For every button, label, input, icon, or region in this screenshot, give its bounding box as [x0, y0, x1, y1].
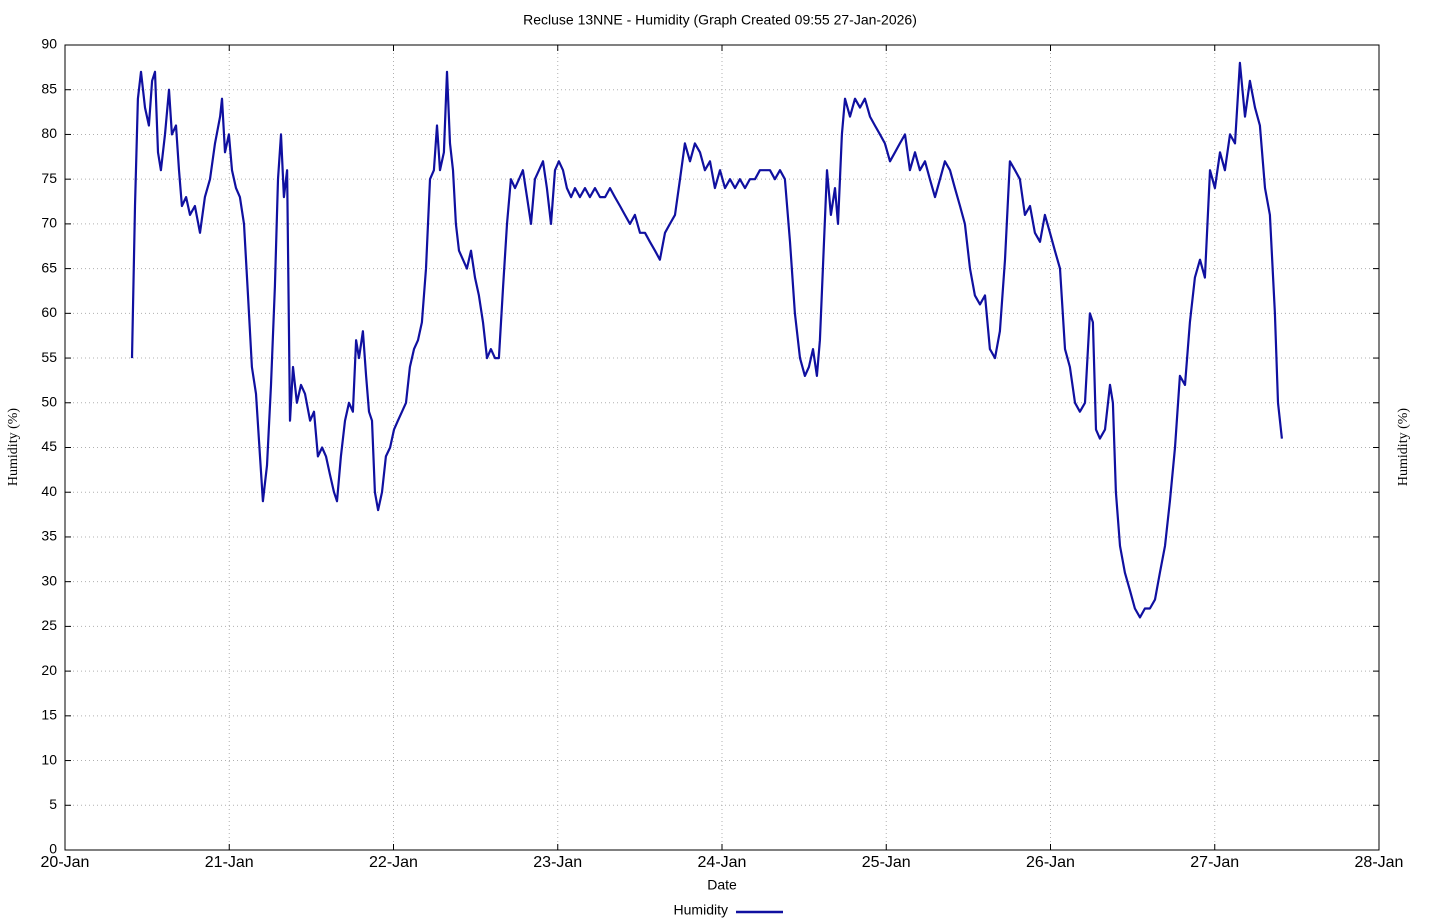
- y-tick-label: 5: [49, 796, 57, 812]
- y-tick-label: 65: [41, 259, 57, 275]
- y-tick-label: 85: [41, 80, 57, 96]
- data-line: [130, 61, 1283, 619]
- x-tick-label: 23-Jan: [533, 854, 582, 871]
- y-tick-label: 50: [41, 393, 57, 409]
- y-tick-label: 60: [41, 304, 57, 320]
- x-tick-label: 21-Jan: [205, 854, 254, 871]
- x-tick-label: 24-Jan: [698, 854, 747, 871]
- plot-frame: [64, 44, 1380, 851]
- y-tick-label: 75: [41, 170, 57, 186]
- y-tick-label: 70: [41, 215, 57, 231]
- x-tick-label: 28-Jan: [1355, 854, 1404, 871]
- y-tick-label: 15: [41, 707, 57, 723]
- x-axis-label: Date: [707, 877, 737, 893]
- y-tick-label: 10: [41, 751, 57, 767]
- y-axis-label-right: Humidity (%): [1396, 408, 1411, 486]
- y-tick-label: 55: [41, 349, 57, 365]
- x-tick-label: 20-Jan: [41, 854, 90, 871]
- y-tick-label: 45: [41, 438, 57, 454]
- x-tick-label: 27-Jan: [1190, 854, 1239, 871]
- legend-label: Humidity: [674, 902, 728, 918]
- y-axis-label: Humidity (%): [6, 408, 21, 486]
- chart-title: Recluse 13NNE - Humidity (Graph Created …: [523, 12, 917, 28]
- x-tick-label: 22-Jan: [369, 854, 418, 871]
- y-tick-label: 30: [41, 572, 57, 588]
- y-tick-label: 80: [41, 125, 57, 141]
- x-tick-label: 26-Jan: [1026, 854, 1075, 871]
- y-tick-label: 25: [41, 617, 57, 633]
- y-tick-label: 40: [41, 483, 57, 499]
- y-tick-label: 20: [41, 662, 57, 678]
- x-tick-label: 25-Jan: [862, 854, 911, 871]
- y-tick-label: 90: [41, 36, 57, 52]
- y-tick-label: 35: [41, 528, 57, 544]
- y-tick-label: 0: [49, 841, 57, 857]
